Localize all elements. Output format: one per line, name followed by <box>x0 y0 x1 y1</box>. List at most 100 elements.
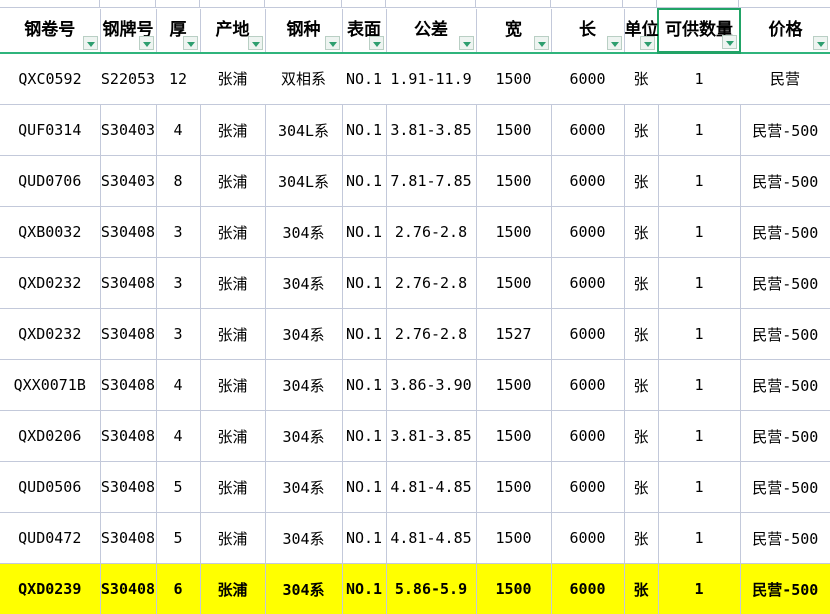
filter-dropdown-icon[interactable] <box>607 36 622 50</box>
cell-tolerance[interactable]: 2.76-2.8 <box>386 258 476 309</box>
cell-thickness[interactable]: 4 <box>156 360 200 411</box>
cell-quantity[interactable]: 1 <box>658 411 740 462</box>
cell-grade_no[interactable]: S30408 <box>100 360 156 411</box>
column-header-steel_type[interactable]: 钢种 <box>265 9 342 53</box>
cell-quantity[interactable]: 1 <box>658 207 740 258</box>
cell-coil_no[interactable]: QUD0472 <box>0 513 100 564</box>
cell-steel_type[interactable]: 双相系 <box>265 53 342 105</box>
cell-unit[interactable]: 张 <box>624 258 658 309</box>
cell-price[interactable]: 民营-500 <box>740 258 830 309</box>
cell-coil_no[interactable]: QXC0592 <box>0 53 100 105</box>
cell-surface[interactable]: NO.1 <box>342 258 386 309</box>
cell-origin[interactable]: 张浦 <box>200 513 265 564</box>
cell-width[interactable]: 1527 <box>476 309 551 360</box>
filter-dropdown-icon[interactable] <box>369 36 384 50</box>
cell-origin[interactable]: 张浦 <box>200 462 265 513</box>
cell-grade_no[interactable]: S30408 <box>100 564 156 614</box>
cell-surface[interactable]: NO.1 <box>342 462 386 513</box>
cell-unit[interactable]: 张 <box>624 360 658 411</box>
column-header-origin[interactable]: 产地 <box>200 9 265 53</box>
cell-quantity[interactable]: 1 <box>658 564 740 614</box>
cell-thickness[interactable]: 8 <box>156 156 200 207</box>
cell-thickness[interactable]: 3 <box>156 258 200 309</box>
filter-dropdown-icon[interactable] <box>183 36 198 50</box>
filter-dropdown-icon[interactable] <box>813 36 828 50</box>
cell-grade_no[interactable]: S30403 <box>100 105 156 156</box>
cell-steel_type[interactable]: 304系 <box>265 462 342 513</box>
cell-price[interactable]: 民营-500 <box>740 411 830 462</box>
cell-width[interactable]: 1500 <box>476 53 551 105</box>
cell-grade_no[interactable]: S30403 <box>100 156 156 207</box>
cell-grade_no[interactable]: S30408 <box>100 207 156 258</box>
cell-thickness[interactable]: 5 <box>156 513 200 564</box>
filter-dropdown-icon[interactable] <box>325 36 340 50</box>
cell-surface[interactable]: NO.1 <box>342 360 386 411</box>
cell-steel_type[interactable]: 304系 <box>265 258 342 309</box>
cell-grade_no[interactable]: S30408 <box>100 309 156 360</box>
cell-thickness[interactable]: 5 <box>156 462 200 513</box>
cell-price[interactable]: 民营-500 <box>740 156 830 207</box>
cell-grade_no[interactable]: S30408 <box>100 411 156 462</box>
filter-dropdown-icon[interactable] <box>640 36 655 50</box>
cell-quantity[interactable]: 1 <box>658 309 740 360</box>
cell-steel_type[interactable]: 304L系 <box>265 105 342 156</box>
column-header-coil_no[interactable]: 钢卷号 <box>0 9 100 53</box>
cell-tolerance[interactable]: 2.76-2.8 <box>386 207 476 258</box>
cell-length[interactable]: 6000 <box>551 462 624 513</box>
filter-dropdown-icon[interactable] <box>139 36 154 50</box>
cell-quantity[interactable]: 1 <box>658 513 740 564</box>
cell-quantity[interactable]: 1 <box>658 105 740 156</box>
cell-origin[interactable]: 张浦 <box>200 258 265 309</box>
cell-steel_type[interactable]: 304系 <box>265 513 342 564</box>
cell-unit[interactable]: 张 <box>624 156 658 207</box>
cell-unit[interactable]: 张 <box>624 53 658 105</box>
filter-dropdown-icon[interactable] <box>248 36 263 50</box>
cell-thickness[interactable]: 12 <box>156 53 200 105</box>
cell-origin[interactable]: 张浦 <box>200 360 265 411</box>
cell-origin[interactable]: 张浦 <box>200 309 265 360</box>
cell-width[interactable]: 1500 <box>476 360 551 411</box>
column-header-price[interactable]: 价格 <box>740 9 830 53</box>
cell-price[interactable]: 民营-500 <box>740 105 830 156</box>
cell-quantity[interactable]: 1 <box>658 462 740 513</box>
cell-quantity[interactable]: 1 <box>658 156 740 207</box>
cell-grade_no[interactable]: S22053 <box>100 53 156 105</box>
cell-origin[interactable]: 张浦 <box>200 105 265 156</box>
cell-surface[interactable]: NO.1 <box>342 207 386 258</box>
cell-coil_no[interactable]: QUD0506 <box>0 462 100 513</box>
cell-tolerance[interactable]: 1.91-11.9 <box>386 53 476 105</box>
cell-surface[interactable]: NO.1 <box>342 53 386 105</box>
cell-grade_no[interactable]: S30408 <box>100 258 156 309</box>
cell-coil_no[interactable]: QUF0314 <box>0 105 100 156</box>
cell-surface[interactable]: NO.1 <box>342 564 386 614</box>
filter-dropdown-icon[interactable] <box>459 36 474 50</box>
cell-coil_no[interactable]: QXD0232 <box>0 258 100 309</box>
column-header-quantity[interactable]: 可供数量 <box>658 9 740 53</box>
cell-price[interactable]: 民营-500 <box>740 309 830 360</box>
cell-tolerance[interactable]: 2.76-2.8 <box>386 309 476 360</box>
cell-length[interactable]: 6000 <box>551 53 624 105</box>
cell-thickness[interactable]: 4 <box>156 411 200 462</box>
cell-length[interactable]: 6000 <box>551 258 624 309</box>
cell-tolerance[interactable]: 5.86-5.9 <box>386 564 476 614</box>
cell-thickness[interactable]: 4 <box>156 105 200 156</box>
cell-price[interactable]: 民营-500 <box>740 207 830 258</box>
cell-length[interactable]: 6000 <box>551 513 624 564</box>
column-header-grade_no[interactable]: 钢牌号 <box>100 9 156 53</box>
cell-width[interactable]: 1500 <box>476 513 551 564</box>
cell-quantity[interactable]: 1 <box>658 360 740 411</box>
cell-quantity[interactable]: 1 <box>658 53 740 105</box>
cell-width[interactable]: 1500 <box>476 258 551 309</box>
cell-surface[interactable]: NO.1 <box>342 513 386 564</box>
cell-coil_no[interactable]: QUD0706 <box>0 156 100 207</box>
column-header-tolerance[interactable]: 公差 <box>386 9 476 53</box>
filter-dropdown-icon[interactable] <box>534 36 549 50</box>
cell-length[interactable]: 6000 <box>551 411 624 462</box>
